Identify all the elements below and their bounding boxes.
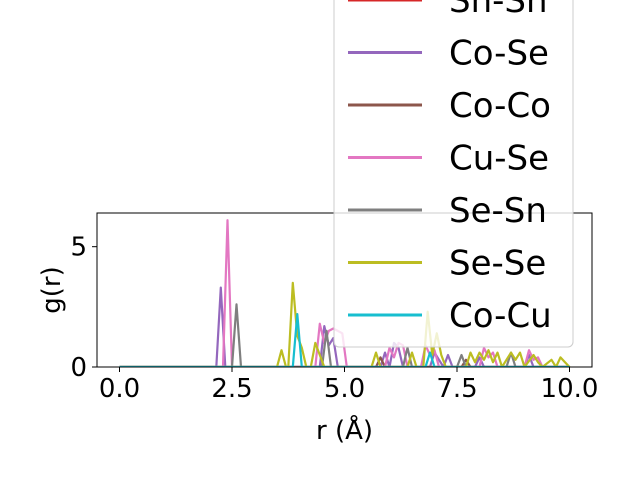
legend-label: Se-Se — [449, 244, 546, 284]
x-tick-label: 0.0 — [99, 374, 140, 404]
series-line-co-co — [119, 356, 570, 367]
y-tick-label: 0 — [70, 353, 87, 383]
legend-frame — [333, 0, 574, 348]
legend-label: Se-Sn — [449, 191, 547, 231]
legend-label: Sn-Sn — [449, 0, 548, 21]
x-tick-label: 5.0 — [324, 374, 365, 404]
y-axis-label: g(r) — [37, 266, 67, 313]
x-axis-label: r (Å) — [316, 414, 373, 446]
y-tick-label: 5 — [70, 233, 87, 263]
legend-label: Co-Co — [449, 86, 551, 126]
series-line-co-cu — [119, 313, 570, 367]
y-axis: 05 — [70, 233, 97, 383]
x-axis: 0.0 2.5 5.0 7.5 10.0 — [99, 367, 599, 404]
legend-label: Cu-Se — [449, 139, 549, 179]
x-tick-label: 2.5 — [211, 374, 252, 404]
x-tick-label: 7.5 — [436, 374, 477, 404]
legend: Sn-Sn Co-Se Co-Co Cu-Se Se-Sn Se-Se Co-Cu — [333, 0, 574, 348]
legend-label: Co-Cu — [449, 296, 552, 336]
series-line-se-sn — [119, 303, 570, 367]
legend-label: Co-Se — [449, 34, 549, 74]
x-tick-label: 10.0 — [541, 374, 599, 404]
